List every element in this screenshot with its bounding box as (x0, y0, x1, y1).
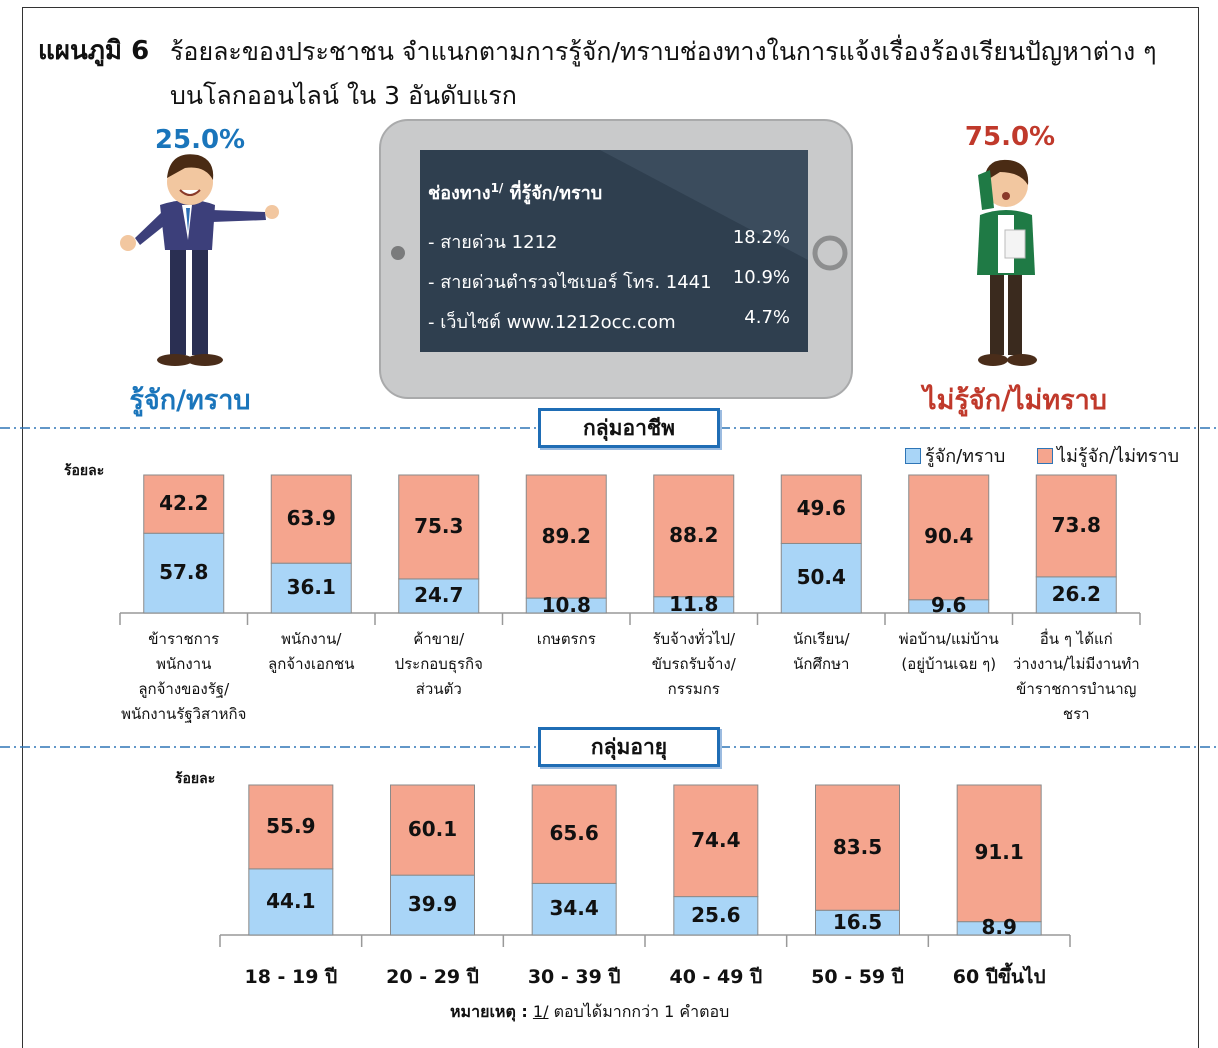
tablet-item-value: 10.9% (700, 267, 790, 288)
person-aware (120, 154, 279, 366)
legend-label: ไม่รู้จัก/ไม่ทราบ (1057, 441, 1179, 470)
value-label: 65.6 (534, 821, 614, 845)
tablet-item-name: - สายด่วนตำรวจไซเบอร์ โทร. 1441 (428, 267, 712, 296)
figure-label: แผนภูมิ 6 (38, 30, 149, 71)
value-label: 50.4 (781, 565, 861, 589)
x-tick-label: นักเรียน/ นักศึกษา (750, 627, 894, 677)
value-label: 63.9 (271, 506, 351, 530)
value-label: 11.8 (654, 592, 734, 616)
x-tick-label: เกษตรกร (495, 627, 639, 652)
value-label: 60.1 (393, 817, 473, 841)
value-label: 8.9 (959, 915, 1039, 939)
tablet-item-name: - เว็บไซต์ www.1212occ.com (428, 307, 676, 336)
x-tick-label: 60 ปีขึ้นไป (920, 962, 1078, 992)
x-tick-label: 20 - 29 ปี (354, 962, 512, 992)
x-tick-label: พ่อบ้าน/แม่บ้าน (อยู่บ้านเฉย ๆ) (877, 627, 1021, 677)
note: หมายเหตุ : 1/ ตอบได้มากกว่า 1 คำตอบ (450, 1000, 729, 1025)
y-axis-label: ร้อยละ (175, 768, 215, 790)
tablet-heading: ช่องทาง1/ ที่รู้จัก/ทราบ (428, 178, 602, 207)
value-label: 57.8 (144, 560, 224, 584)
value-label: 88.2 (654, 523, 734, 547)
group-title: กลุ่มอาชีพ (538, 408, 720, 448)
x-tick-label: รับจ้างทั่วไป/ ขับรถรับจ้าง/ กรรมกร (622, 627, 766, 702)
x-tick-label: 18 - 19 ปี (212, 962, 370, 992)
value-label: 36.1 (271, 575, 351, 599)
x-tick-label: 30 - 39 ปี (495, 962, 653, 992)
value-label: 49.6 (781, 496, 861, 520)
value-label: 83.5 (818, 835, 898, 859)
tablet-item-value: 4.7% (700, 307, 790, 328)
x-tick-label: ข้าราชการ พนักงาน ลูกจ้างของรัฐ/ พนักงาน… (112, 627, 256, 727)
x-tick-label: พนักงาน/ ลูกจ้างเอกชน (240, 627, 384, 677)
x-tick-label: อื่น ๆ ได้แก่ ว่างงาน/ไม่มีงานทำ ข้าราชก… (1005, 627, 1149, 727)
value-label: 55.9 (251, 814, 331, 838)
value-label: 90.4 (909, 524, 989, 548)
x-tick-label: 50 - 59 ปี (779, 962, 937, 992)
value-label: 9.6 (909, 593, 989, 617)
value-label: 39.9 (393, 892, 473, 916)
value-label: 42.2 (144, 491, 224, 515)
legend-swatch (905, 448, 921, 464)
unaware-label: ไม่รู้จัก/ไม่ทราบ (905, 378, 1125, 421)
footnote-ref: 1/ (491, 181, 504, 195)
value-label: 73.8 (1036, 513, 1116, 537)
value-label: 24.7 (399, 583, 479, 607)
value-label: 16.5 (818, 910, 898, 934)
legend-item: รู้จัก/ทราบ (905, 441, 1005, 470)
y-axis-label: ร้อยละ (64, 460, 104, 482)
value-label: 25.6 (676, 903, 756, 927)
page: แผนภูมิ 6 ร้อยละของประชาชน จำแนกตามการรู… (0, 0, 1218, 1037)
x-tick-label: 40 - 49 ปี (637, 962, 795, 992)
figure-title: ร้อยละของประชาชน จำแนกตามการรู้จัก/ทราบช… (170, 30, 1180, 118)
legend-label: รู้จัก/ทราบ (925, 441, 1005, 470)
group-title: กลุ่มอายุ (538, 727, 720, 767)
value-label: 91.1 (959, 840, 1039, 864)
value-label: 26.2 (1036, 582, 1116, 606)
aware-label: รู้จัก/ทราบ (100, 378, 280, 421)
heading-text: ช่องทาง (428, 183, 491, 204)
aware-percent: 25.0% (130, 125, 270, 155)
note-text: ตอบได้มากกว่า 1 คำตอบ (554, 1002, 730, 1021)
legend-item: ไม่รู้จัก/ไม่ทราบ (1037, 441, 1179, 470)
note-label: หมายเหตุ : (450, 1002, 528, 1021)
value-label: 10.8 (526, 593, 606, 617)
heading-text: ที่รู้จัก/ทราบ (503, 183, 602, 204)
value-label: 75.3 (399, 514, 479, 538)
person-unaware (977, 160, 1037, 366)
unaware-percent: 75.0% (940, 122, 1080, 152)
note-ref: 1/ (533, 1002, 549, 1021)
legend-swatch (1037, 448, 1053, 464)
value-label: 34.4 (534, 896, 614, 920)
x-tick-label: ค้าขาย/ ประกอบธุรกิจ ส่วนตัว (367, 627, 511, 702)
value-label: 89.2 (526, 524, 606, 548)
tablet-item-value: 18.2% (700, 227, 790, 248)
value-label: 44.1 (251, 889, 331, 913)
value-label: 74.4 (676, 828, 756, 852)
tablet-item-name: - สายด่วน 1212 (428, 227, 558, 256)
tablet-camera (391, 246, 405, 260)
